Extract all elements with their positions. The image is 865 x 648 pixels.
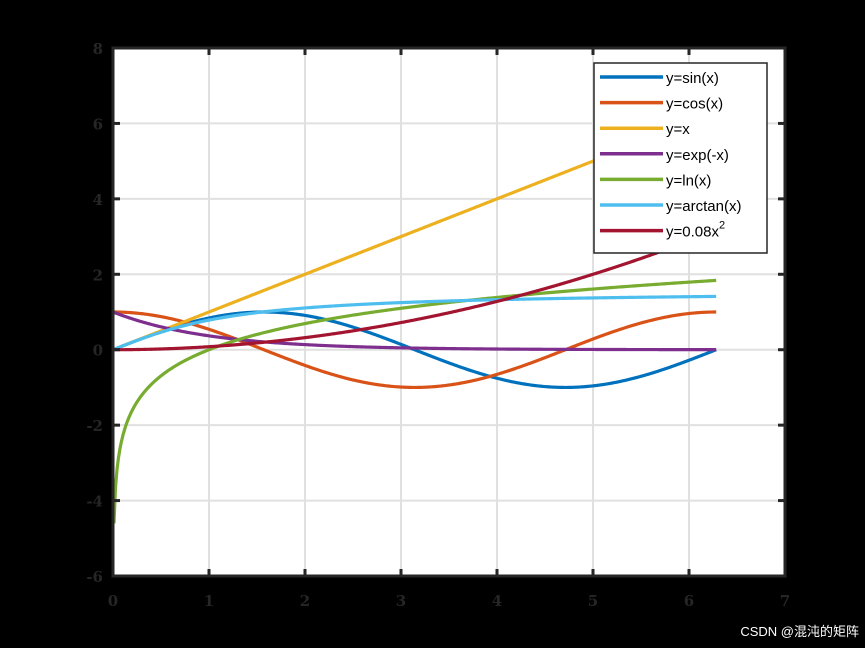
y-tick-label: 0 <box>93 342 103 360</box>
legend-box <box>593 62 768 254</box>
legend-label: y=arctan(x) <box>666 198 741 215</box>
y-tick-label: -6 <box>86 568 103 586</box>
watermark: CSDN @混沌的矩阵 <box>740 624 859 639</box>
x-tick-label: 5 <box>588 592 598 610</box>
series-line <box>113 229 717 352</box>
x-tick-label: 1 <box>204 592 214 610</box>
legend-label: y=x <box>666 121 690 138</box>
x-tick-label: 0 <box>108 592 118 610</box>
series-line <box>113 310 717 390</box>
legend-label: y=ln(x) <box>666 172 711 189</box>
y-tick-label: -2 <box>86 417 103 435</box>
legend-label: y=sin(x) <box>666 70 719 87</box>
series-line <box>113 310 717 390</box>
y-tick-label: 6 <box>93 115 103 133</box>
y-tick-label: 4 <box>93 191 103 209</box>
series-line <box>113 294 717 351</box>
y-tick-label: -4 <box>86 493 103 511</box>
legend: y=sin(x) y=cos(x) y=x y=exp(-x) y=ln(x) y=arc… <box>593 62 768 254</box>
x-tick-label: 6 <box>684 592 694 610</box>
legend-label: y=0.08x2 <box>666 220 725 241</box>
axes-box <box>111 46 787 578</box>
series-line <box>113 310 717 352</box>
tick-labels: 0 1 2 3 4 5 6 7 -6 -4 -2 0 2 4 6 8 <box>86 40 790 610</box>
x-tick-label: 7 <box>780 592 790 610</box>
legend-label: y=exp(-x) <box>666 147 729 164</box>
x-tick-label: 3 <box>396 592 406 610</box>
y-tick-label: 8 <box>93 40 103 58</box>
curves <box>112 111 717 524</box>
legend-label: y=cos(x) <box>666 96 723 113</box>
x-tick-label: 4 <box>492 592 502 610</box>
y-tick-label: 2 <box>93 266 103 284</box>
x-tick-label: 2 <box>300 592 310 610</box>
